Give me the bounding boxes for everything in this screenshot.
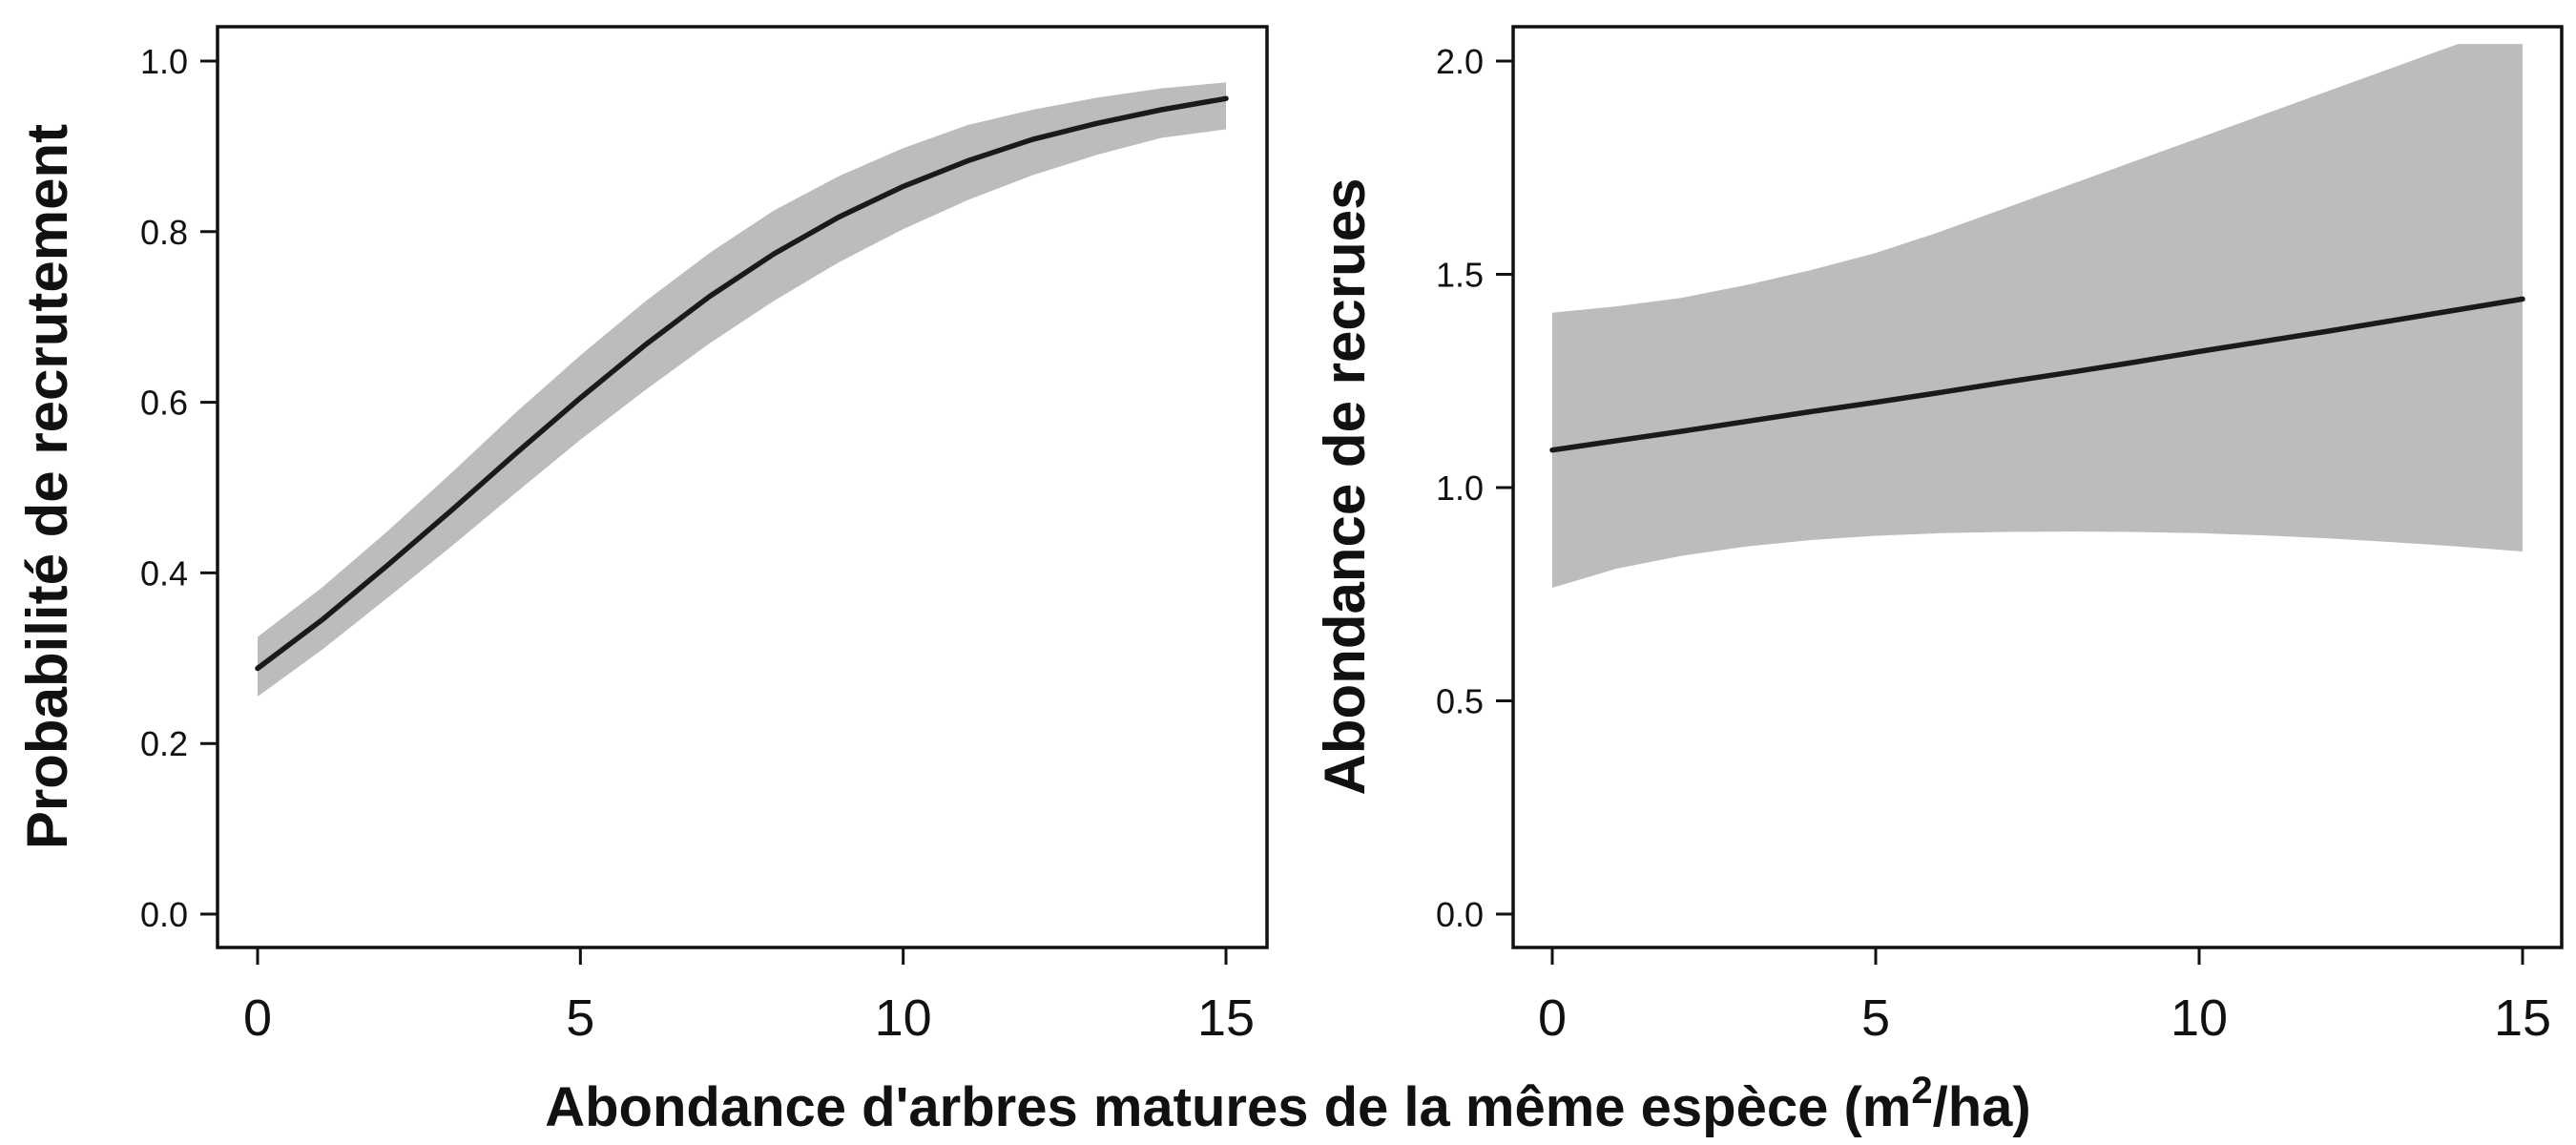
y-tick-label: 0.6 xyxy=(140,384,188,423)
x-tick-label: 0 xyxy=(1538,989,1567,1047)
y-tick-label: 0.8 xyxy=(140,213,188,252)
y-tick-label: 1.5 xyxy=(1436,256,1484,295)
x-tick-label: 5 xyxy=(566,989,594,1047)
x-tick-label: 15 xyxy=(1197,989,1255,1047)
x-tick-label: 15 xyxy=(2494,989,2551,1047)
y-tick-label: 0.5 xyxy=(1436,682,1484,721)
right-panel-recruit-abundance: 0 5 10 15 0.0 0.5 1.0 1.5 2.0 Abondance de recrue… xyxy=(1313,25,2564,1047)
fitted-line xyxy=(255,95,1229,672)
y-tick-label: 1.0 xyxy=(1436,468,1484,508)
fitted-line xyxy=(1549,296,2525,453)
y-tick-label: 2.0 xyxy=(1436,42,1484,81)
shared-x-axis-label: Abondance d'arbres matures de la même es… xyxy=(545,1070,2031,1138)
x-tick-label: 10 xyxy=(2171,989,2228,1047)
y-axis-label: Abondance de recrues xyxy=(1313,178,1377,796)
y-tick-label: 0.2 xyxy=(140,724,188,763)
confidence-band xyxy=(258,82,1226,697)
y-tick-label: 0.4 xyxy=(140,553,188,593)
y-tick-label: 0.0 xyxy=(1436,895,1484,934)
y-tick-label: 1.0 xyxy=(140,42,188,81)
left-panel-recruitment-probability: 0 5 10 15 0.0 0.2 0.4 0.6 0.8 1.0 Probabilité de r… xyxy=(15,25,1269,1047)
x-axis-label-end: /ha) xyxy=(1933,1076,2031,1138)
x-axis-label-superscript: 2 xyxy=(1911,1070,1932,1112)
y-axis-label: Probabilité de recrutement xyxy=(15,124,79,849)
confidence-band xyxy=(1552,44,2523,589)
y-tick-label: 0.0 xyxy=(140,895,188,934)
plot-frame xyxy=(216,25,1269,949)
x-tick-label: 10 xyxy=(875,989,932,1047)
x-tick-label: 5 xyxy=(1861,989,1890,1047)
x-tick-label: 0 xyxy=(243,989,272,1047)
x-axis-label-main: Abondance d'arbres matures de la même es… xyxy=(545,1076,1911,1138)
